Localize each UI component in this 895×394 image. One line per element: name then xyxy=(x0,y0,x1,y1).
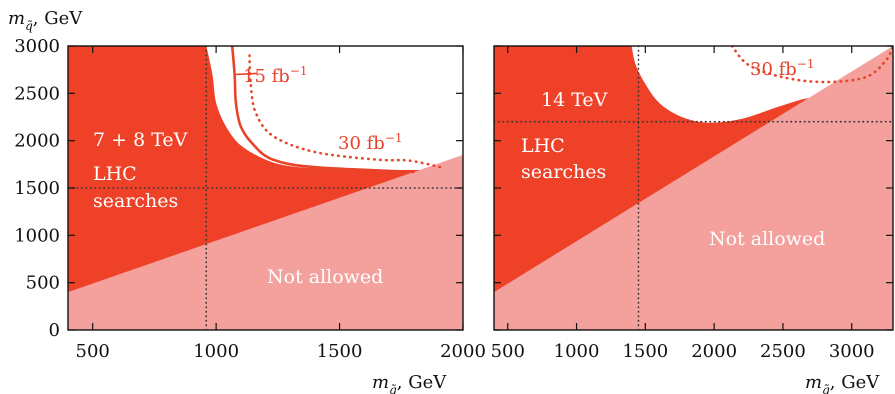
right-allowed-region xyxy=(631,46,893,123)
x-tick-label: 1500 xyxy=(317,341,363,362)
left-plot-area xyxy=(68,46,463,330)
left-15fb-leader xyxy=(235,72,257,76)
left-30fb-label: 30 fb−1 xyxy=(338,131,403,154)
right-not-allowed-label: Not allowed xyxy=(709,228,825,250)
x-tick-label: 1000 xyxy=(554,341,600,362)
y-tick-label: 2000 xyxy=(14,131,60,152)
left-allowed-region xyxy=(206,46,463,170)
y-tick-label: 1000 xyxy=(14,225,60,246)
right-searches-label: searches xyxy=(521,161,606,183)
x-tick-label: 2000 xyxy=(691,341,737,362)
x-tick-label: 2500 xyxy=(760,341,806,362)
y-tick-label: 0 xyxy=(49,320,60,341)
left-not-allowed-label: Not allowed xyxy=(267,266,383,288)
right-energy-label: 14 TeV xyxy=(541,89,608,111)
y-tick-label: 3000 xyxy=(14,36,60,57)
left-energy-label: 7 + 8 TeV xyxy=(93,129,188,151)
y-tick-label: 500 xyxy=(26,273,60,294)
x-tick-label: 500 xyxy=(491,341,525,362)
right-not-allowed-region xyxy=(494,46,893,330)
right-30fb-label: 30 fb−1 xyxy=(750,57,815,80)
left-lhc-label: LHC xyxy=(93,163,137,185)
y-tick-label: 1500 xyxy=(14,178,60,199)
right-x-axis-title: mg̃, GeV xyxy=(805,372,880,394)
left-searches-label: searches xyxy=(93,190,178,212)
right-panel: 500 1000 1500 2000 2500 3000 14 TeV LHC searc… xyxy=(491,45,894,362)
left-contour-30fb xyxy=(248,54,443,169)
y-axis-title: mq̃, GeV xyxy=(8,8,83,33)
left-not-allowed-region xyxy=(68,154,463,330)
x-tick-label: 1500 xyxy=(622,341,668,362)
right-ticks: 500 1000 1500 2000 2500 3000 xyxy=(491,45,893,362)
right-contour-30fb xyxy=(730,46,893,84)
x-tick-label: 500 xyxy=(76,341,110,362)
left-contour-15fb xyxy=(230,46,415,174)
left-ticks: 500 1000 1500 2000 0 500 1000 1500 2000 2500 3000 xyxy=(14,36,486,362)
left-panel: 500 1000 1500 2000050010001500200025003000 … xyxy=(14,36,486,362)
x-tick-label: 1000 xyxy=(193,341,239,362)
right-lhc-label: LHC xyxy=(521,135,565,157)
right-plot-area xyxy=(494,46,893,330)
left-15fb-label: 15 fb−1 xyxy=(243,64,308,87)
x-tick-label: 2000 xyxy=(440,341,486,362)
x-tick-label: 3000 xyxy=(829,341,875,362)
y-tick-label: 2500 xyxy=(14,83,60,104)
left-x-axis-title: mg̃, GeV xyxy=(372,372,447,394)
